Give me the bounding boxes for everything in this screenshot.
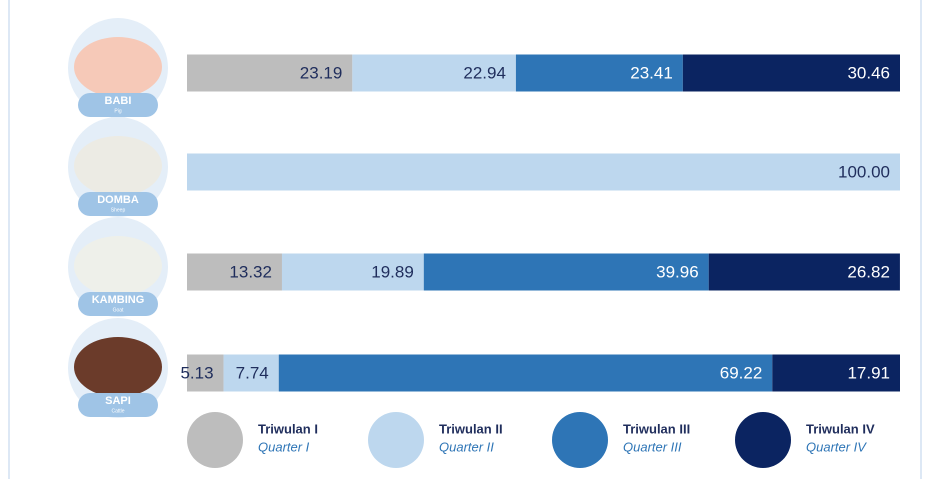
category-subtitle: Goat: [113, 307, 124, 313]
value-label: 26.82: [847, 262, 890, 281]
bar-segment: [187, 253, 282, 291]
legend-swatch: [368, 412, 424, 468]
animal-icon: [74, 337, 162, 397]
legend-swatch: [735, 412, 791, 468]
animal-icon: [74, 136, 162, 196]
legend-label: Triwulan IV: [806, 421, 875, 436]
legend-sublabel: Quarter IV: [806, 439, 867, 454]
animal-badge: [78, 393, 158, 417]
value-label: 19.89: [371, 262, 414, 281]
legend-sublabel: Quarter I: [258, 439, 310, 454]
category-label: SAPI: [105, 395, 131, 407]
value-label: 23.19: [300, 63, 343, 82]
category-label: KAMBING: [92, 294, 145, 306]
legend-sublabel: Quarter II: [439, 439, 494, 454]
value-label: 100.00: [838, 162, 890, 181]
legend-swatch: [552, 412, 608, 468]
value-label: 30.46: [847, 63, 890, 82]
category-label: BABI: [105, 95, 132, 107]
bar-segment: [772, 354, 900, 392]
value-label: 13.32: [229, 262, 272, 281]
category-subtitle: Sheep: [111, 207, 126, 213]
animal-badge: [78, 292, 158, 316]
frame: [8, 0, 922, 479]
legend-swatch: [187, 412, 243, 468]
value-label: 7.74: [236, 363, 269, 382]
animal-icon: [74, 37, 162, 97]
category-label: DOMBA: [97, 194, 139, 206]
value-label: 39.96: [656, 262, 699, 281]
bar-segment: [423, 253, 709, 291]
value-label: 23.41: [630, 63, 673, 82]
value-label: 17.91: [847, 363, 890, 382]
animal-icon: [74, 236, 162, 296]
legend-label: Triwulan II: [439, 421, 503, 436]
value-label: 69.22: [720, 363, 763, 382]
animal-badge: [78, 192, 158, 216]
value-label: 5.13: [180, 363, 213, 382]
category-subtitle: Pig: [114, 108, 121, 114]
bar-segment: [187, 153, 900, 191]
bar-segment: [187, 54, 353, 92]
legend-label: Triwulan III: [623, 421, 690, 436]
category-subtitle: Cattle: [111, 408, 124, 414]
animal-badge: [78, 93, 158, 117]
bar-segment: [223, 354, 279, 392]
bar-segment: [708, 253, 900, 291]
bar-segment: [187, 354, 224, 392]
bar-segment: [515, 54, 683, 92]
legend-label: Triwulan I: [258, 421, 318, 436]
bar-segment: [682, 54, 900, 92]
bar-segment: [352, 54, 516, 92]
bar-segment: [281, 253, 424, 291]
value-label: 22.94: [463, 63, 506, 82]
bar-segment: [278, 354, 773, 392]
legend-sublabel: Quarter III: [623, 439, 682, 454]
